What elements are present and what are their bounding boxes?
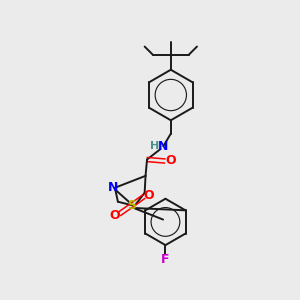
Text: N: N <box>158 140 169 153</box>
Text: O: O <box>109 209 120 223</box>
Text: H: H <box>150 140 159 151</box>
Text: N: N <box>108 181 118 194</box>
Text: S: S <box>127 199 136 212</box>
Text: O: O <box>143 189 154 202</box>
Text: O: O <box>165 154 175 167</box>
Text: F: F <box>161 253 170 266</box>
